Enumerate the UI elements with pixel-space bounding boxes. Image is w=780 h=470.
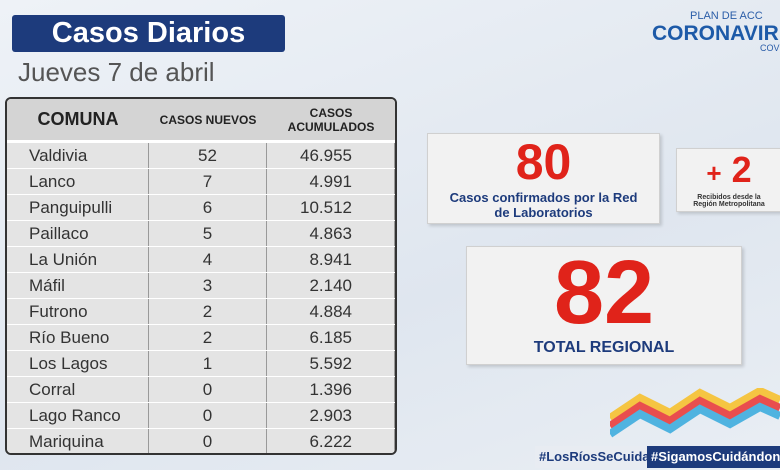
table-cell: Lanco xyxy=(7,169,149,194)
table-cell: 0 xyxy=(149,429,267,453)
table-cell: 46.955 xyxy=(267,143,395,168)
column-header: CASOS NUEVOS xyxy=(149,99,268,140)
table-cell: La Unión xyxy=(7,247,149,272)
logo-sub: COVI xyxy=(760,43,780,53)
table-cell: Mariquina xyxy=(7,429,149,453)
column-header: COMUNA xyxy=(7,99,150,140)
table-cell: 5 xyxy=(149,221,267,246)
rm-box: + 2 Recibidos desde la Región Metropolit… xyxy=(676,148,780,212)
hashtag: #SigamosCuidándon xyxy=(647,446,780,468)
table-cell: Valdivia xyxy=(7,143,149,168)
table-cell: Futrono xyxy=(7,299,149,324)
logo-top: PLAN DE ACC xyxy=(690,10,763,22)
table-cell: 4.863 xyxy=(267,221,395,246)
total-value: 82 xyxy=(553,243,655,343)
table-cell: 5.592 xyxy=(267,351,395,376)
table-cell: 3 xyxy=(149,273,267,298)
rm-label: Recibidos desde la Región Metropolitana xyxy=(693,194,765,208)
table-cell: 0 xyxy=(149,377,267,402)
logo-main: CORONAVIRU xyxy=(652,22,780,45)
table-cell: 1 xyxy=(149,351,267,376)
table-cell: 2 xyxy=(149,325,267,350)
table-cell: 2 xyxy=(149,299,267,324)
table-cell: 6 xyxy=(149,195,267,220)
hashtag: #LosRíosSeCuida xyxy=(535,446,654,468)
table-cell: Panguipulli xyxy=(7,195,149,220)
total-box: 82 TOTAL REGIONAL xyxy=(466,246,742,365)
table-cell: 6.222 xyxy=(267,429,395,453)
table-cell: 1.396 xyxy=(267,377,395,402)
rm-sign: + xyxy=(706,158,722,188)
table-cell: 10.512 xyxy=(267,195,395,220)
table-cell: Máfil xyxy=(7,273,149,298)
lab-label: Casos confirmados por la Red de Laborato… xyxy=(449,190,638,220)
table-cell: 4 xyxy=(149,247,267,272)
table-cell: 2.903 xyxy=(267,403,395,428)
table-cell: Río Bueno xyxy=(7,325,149,350)
table-cell: Lago Ranco xyxy=(7,403,149,428)
lab-value: 80 xyxy=(515,134,572,190)
table-cell: 4.991 xyxy=(267,169,395,194)
lab-box: 80 Casos confirmados por la Red de Labor… xyxy=(427,133,660,224)
table-cell: 8.941 xyxy=(267,247,395,272)
table-cell: 0 xyxy=(149,403,267,428)
date: Jueves 7 de abril xyxy=(18,57,215,87)
table-cell: 52 xyxy=(149,143,267,168)
rm-value: 2 xyxy=(731,149,752,190)
table-cell: 4.884 xyxy=(267,299,395,324)
title: Casos Diarios xyxy=(12,15,285,52)
table-cell: 6.185 xyxy=(267,325,395,350)
total-label: TOTAL REGIONAL xyxy=(533,339,675,356)
table-cell: Paillaco xyxy=(7,221,149,246)
table-cell: 7 xyxy=(149,169,267,194)
table-cell: Los Lagos xyxy=(7,351,149,376)
table: COMUNA CASOS NUEVOS CASOS ACUMULADOS Valdiv… xyxy=(5,97,397,455)
column-header: CASOS ACUMULADOS xyxy=(267,99,395,140)
stripes xyxy=(610,388,780,438)
table-cell: Corral xyxy=(7,377,149,402)
table-cell: 2.140 xyxy=(267,273,395,298)
